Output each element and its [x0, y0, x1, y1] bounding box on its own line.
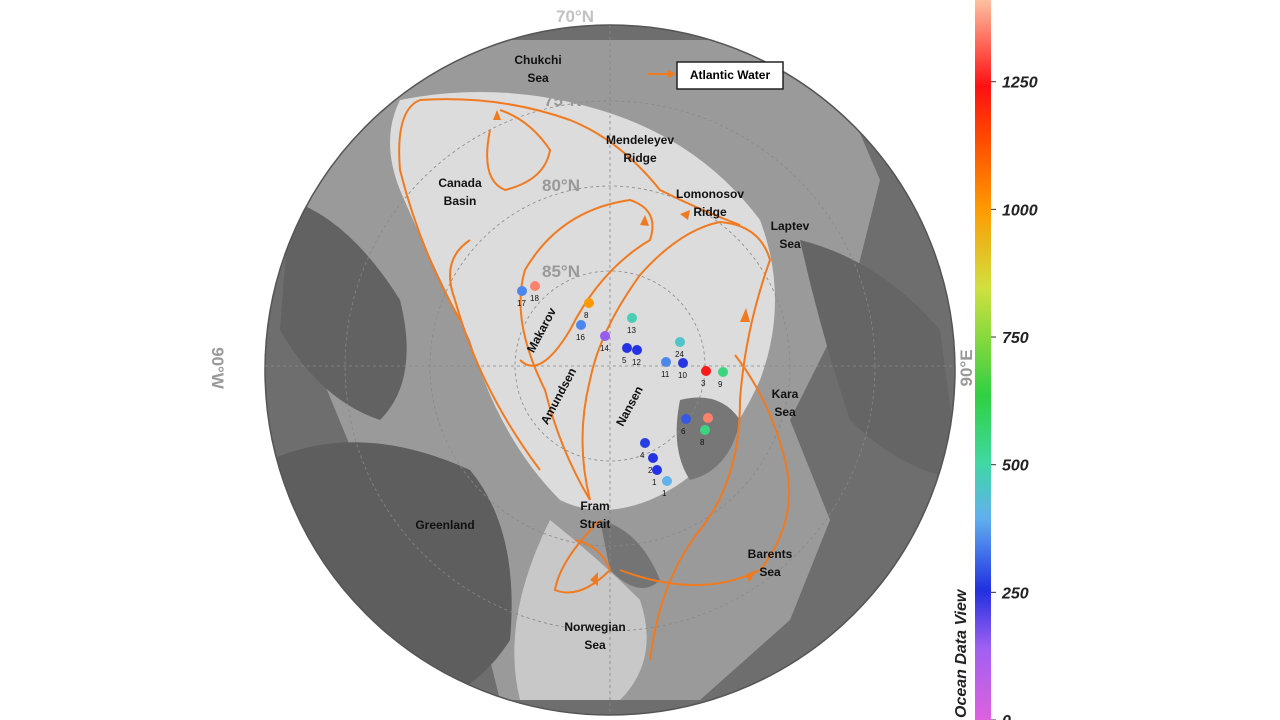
lat-label: 75°N: [544, 91, 582, 110]
place-name: Canada Basin: [438, 176, 482, 208]
place-name-line: Sea: [584, 638, 606, 652]
station-label: 1: [662, 489, 667, 498]
station-label: 24: [675, 350, 684, 359]
station: [701, 366, 711, 376]
place-name-line: Sea: [527, 71, 549, 85]
station-label: 1: [652, 478, 657, 487]
station-label: 11: [661, 370, 670, 379]
stations: 17188161413512241110396784211: [517, 281, 728, 498]
station: [681, 414, 691, 424]
colorbar-title: Ocean Data View: [953, 588, 970, 718]
station: [662, 476, 672, 486]
station-label: 17: [517, 299, 526, 308]
station: [517, 286, 527, 296]
station: [661, 357, 671, 367]
station-label: 8: [700, 438, 705, 447]
station: [678, 358, 688, 368]
place-name: Fram Strait: [580, 499, 611, 531]
place-name: Barents Sea: [748, 547, 793, 579]
place-name-line: Sea: [774, 405, 796, 419]
place-name-line: Barents: [748, 547, 793, 561]
arrow-heads: [493, 110, 756, 586]
place-name: Greenland: [415, 518, 474, 532]
station: [627, 313, 637, 323]
station-label: 8: [584, 311, 589, 320]
station-label: 4: [640, 451, 645, 460]
place-name: Laptev Sea: [771, 219, 810, 251]
station-label: 5: [622, 356, 627, 365]
station: [600, 331, 610, 341]
colorbar-tick-label: 1250: [1002, 75, 1038, 92]
colorbar-tick-label: 1000: [1002, 202, 1038, 219]
legend-label: Atlantic Water: [690, 68, 771, 82]
station: [622, 343, 632, 353]
atlantic-water-paths: [398, 98, 791, 661]
station: [675, 337, 685, 347]
place-name-line: Lomonosov: [676, 187, 744, 201]
station: [652, 465, 662, 475]
station: [640, 438, 650, 448]
place-name-line: Mendeleyev: [606, 133, 674, 147]
lon-label: 90°E: [957, 349, 976, 386]
place-name-line: Ridge: [693, 205, 727, 219]
lat-label: 80°N: [542, 176, 580, 195]
place-name: Chukchi Sea: [514, 53, 561, 85]
place-name-line: Sea: [759, 565, 781, 579]
place-name: Norwegian Sea: [564, 620, 625, 652]
lat-label: 85°N: [542, 262, 580, 281]
place-name-line: Basin: [444, 194, 477, 208]
place-name: Mendeleyev Ridge: [606, 133, 674, 165]
station-label: 6: [681, 427, 686, 436]
place-name-line: Strait: [580, 517, 611, 531]
place-name-line: Kara: [772, 387, 799, 401]
station: [530, 281, 540, 291]
colorbar-tick-label: 0: [1002, 713, 1011, 720]
place-name-line: Fram: [580, 499, 609, 513]
place-name-line: Sea: [779, 237, 801, 251]
station-label: 16: [576, 333, 585, 342]
station: [584, 298, 594, 308]
station-label: 13: [627, 326, 636, 335]
graticule: [265, 25, 955, 715]
place-name: Lomonosov Ridge: [676, 187, 744, 219]
colorbar-tick-label: 500: [1002, 458, 1029, 475]
place-name-line: Greenland: [415, 518, 474, 532]
station: [700, 425, 710, 435]
station-label: 3: [701, 379, 706, 388]
colorbar-tick-label: 250: [1001, 585, 1029, 602]
station-label: 14: [600, 344, 609, 353]
place-name-line: Laptev: [771, 219, 810, 233]
station: [648, 453, 658, 463]
station-label: 18: [530, 294, 539, 303]
place-name-line: Ridge: [623, 151, 657, 165]
place-name: Kara Sea: [772, 387, 799, 419]
station-label: 9: [718, 380, 723, 389]
station: [718, 367, 728, 377]
lon-label: 90°W: [208, 347, 227, 390]
station-label: 12: [632, 358, 641, 367]
legend: Atlantic Water: [648, 61, 784, 90]
station: [703, 413, 713, 423]
lat-label: 70°N: [556, 7, 594, 26]
colorbar: Ocean Data View 0 250 500 750 1000 1250: [953, 0, 1038, 720]
colorbar-tick-label: 750: [1002, 330, 1029, 347]
place-name-line: Chukchi: [514, 53, 561, 67]
station: [576, 320, 586, 330]
station-label: 2: [648, 466, 653, 475]
station: [632, 345, 642, 355]
place-name-line: Canada: [438, 176, 482, 190]
station-label: 10: [678, 371, 687, 380]
place-name-line: Norwegian: [564, 620, 625, 634]
